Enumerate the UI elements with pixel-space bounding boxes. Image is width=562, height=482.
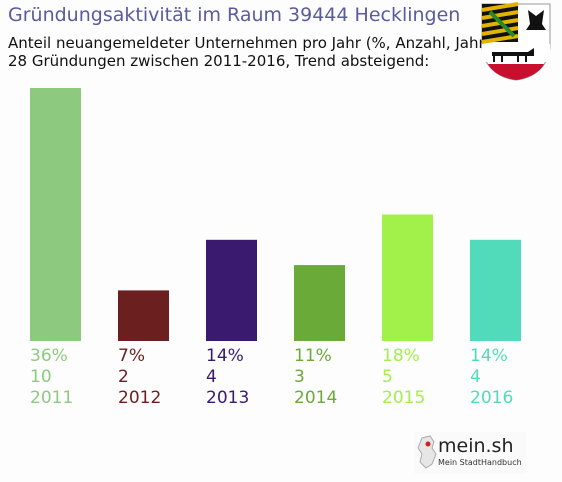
chart-title: Gründungsaktivität im Raum 39444 Hecklin…	[8, 4, 461, 26]
bar-year-label: 2012	[118, 388, 162, 408]
bar-2011	[30, 88, 81, 341]
bar-count-label: 4	[470, 367, 481, 387]
bar-year-label: 2011	[30, 388, 74, 408]
bar-percentage-label: 14%	[206, 346, 244, 366]
bar-2013	[206, 239, 257, 341]
bar-count-label: 3	[294, 367, 305, 387]
logo-tagline: Mein StadtHandbuch	[438, 458, 522, 467]
bar-label-2013: 14% 4 2013	[206, 346, 249, 409]
bar-percentage-label: 11%	[294, 346, 332, 366]
bar-2016	[470, 239, 521, 341]
bar-count-label: 10	[30, 367, 52, 387]
bar-label-2011: 36% 10 2011	[30, 346, 73, 409]
bar-label-2012: 7% 2 2012	[118, 346, 161, 409]
bar-2014	[294, 265, 345, 341]
chart-subtitle-line1: Anteil neuangemeldeter Unternehmen pro J…	[8, 34, 491, 52]
bar-year-label: 2016	[470, 388, 514, 408]
bar-count-label: 5	[382, 367, 393, 387]
bar-year-label: 2013	[206, 388, 250, 408]
bar-chart	[30, 88, 521, 341]
bar-2015	[382, 214, 433, 341]
chart-subtitle-line2: 28 Gründungen zwischen 2011-2016, Trend …	[8, 52, 430, 70]
bar-count-label: 4	[206, 367, 217, 387]
coat-of-arms-icon	[481, 2, 551, 81]
bar-label-2016: 14% 4 2016	[470, 346, 513, 409]
logo-name[interactable]: mein.sh	[438, 435, 514, 457]
bar-year-label: 2014	[294, 388, 338, 408]
bar-percentage-label: 36%	[30, 346, 68, 366]
bar-label-2015: 18% 5 2015	[382, 346, 425, 409]
bar-percentage-label: 14%	[470, 346, 508, 366]
bar-label-2014: 11% 3 2014	[294, 346, 337, 409]
bar-count-label: 2	[118, 367, 129, 387]
bar-2012	[118, 290, 169, 341]
bar-percentage-label: 7%	[118, 346, 145, 366]
bar-percentage-label: 18%	[382, 346, 420, 366]
germany-map-icon	[414, 432, 526, 474]
bar-year-label: 2015	[382, 388, 426, 408]
